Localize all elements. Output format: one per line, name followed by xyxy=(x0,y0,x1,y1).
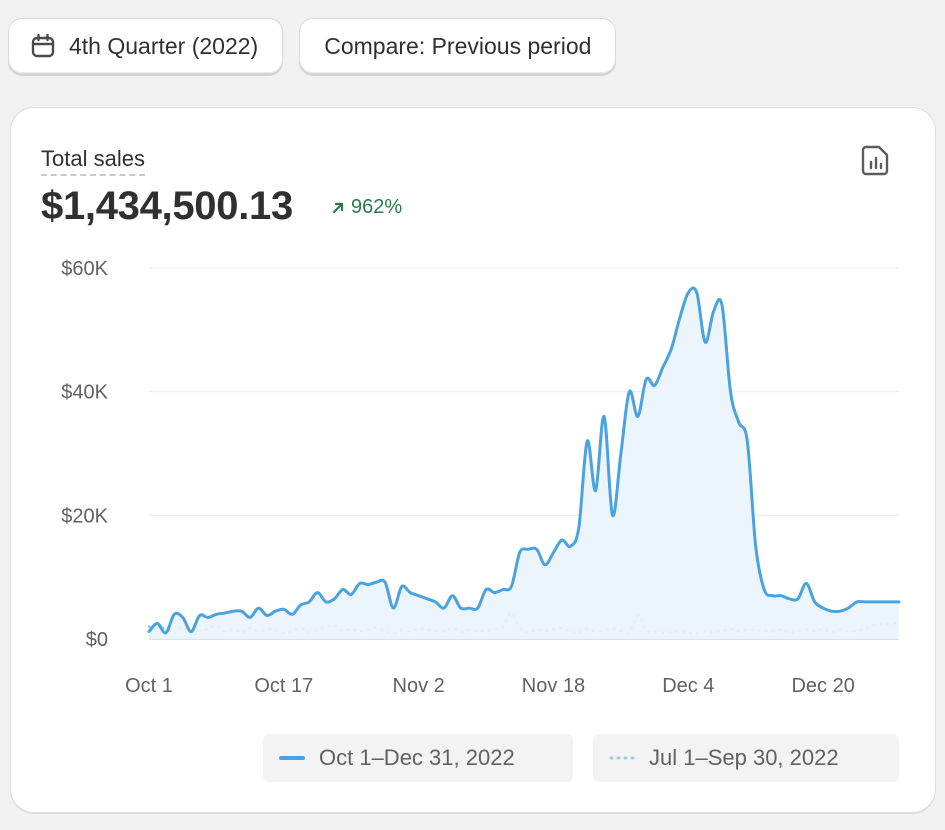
sales-chart: $0 $20K $40K $60K Oct 1 Oct 17 Nov 2 Nov 18 Dec … xyxy=(61,258,901,697)
x-tick-label: Nov 2 xyxy=(393,675,445,697)
legend-dotted-swatch xyxy=(609,756,635,760)
legend-current-period[interactable]: Oct 1–Dec 31, 2022 xyxy=(263,734,573,782)
compare-label: Compare: Previous period xyxy=(324,32,592,59)
calendar-icon xyxy=(31,33,55,58)
legend-previous-period[interactable]: Jul 1–Sep 30, 2022 xyxy=(593,734,899,782)
y-tick-label: $60K xyxy=(61,258,108,280)
series-current-line xyxy=(147,286,901,635)
toolbar: 4th Quarter (2022) Compare: Previous per… xyxy=(8,18,617,74)
x-tick-label: Nov 18 xyxy=(522,675,585,697)
y-tick-label: $20K xyxy=(61,505,108,527)
metric-title[interactable]: Total sales xyxy=(41,146,145,176)
compare-button[interactable]: Compare: Previous period xyxy=(299,18,617,74)
metric-change-badge: 962% xyxy=(331,196,402,219)
y-tick-label: $40K xyxy=(61,382,108,404)
legend-previous-label: Jul 1–Sep 30, 2022 xyxy=(649,745,839,770)
x-tick-label: Oct 17 xyxy=(254,675,313,697)
metric-change-value: 962% xyxy=(351,196,403,218)
date-range-label: 4th Quarter (2022) xyxy=(69,32,259,59)
x-tick-label: Oct 1 xyxy=(125,675,173,697)
legend-current-label: Oct 1–Dec 31, 2022 xyxy=(319,745,515,770)
total-sales-card: Total sales $1,434,500.13 962% $0 $20K $40… xyxy=(10,107,936,813)
arrow-up-right-icon xyxy=(332,202,344,213)
chart-report-icon[interactable] xyxy=(861,144,891,176)
x-tick-label: Dec 4 xyxy=(662,675,714,697)
legend-solid-swatch xyxy=(279,756,305,760)
metric-value: $1,434,500.13 xyxy=(41,184,293,228)
date-range-button[interactable]: 4th Quarter (2022) xyxy=(8,18,284,74)
x-tick-label: Dec 20 xyxy=(791,675,854,697)
series-current-area xyxy=(149,287,899,639)
y-tick-label: $0 xyxy=(86,629,108,651)
